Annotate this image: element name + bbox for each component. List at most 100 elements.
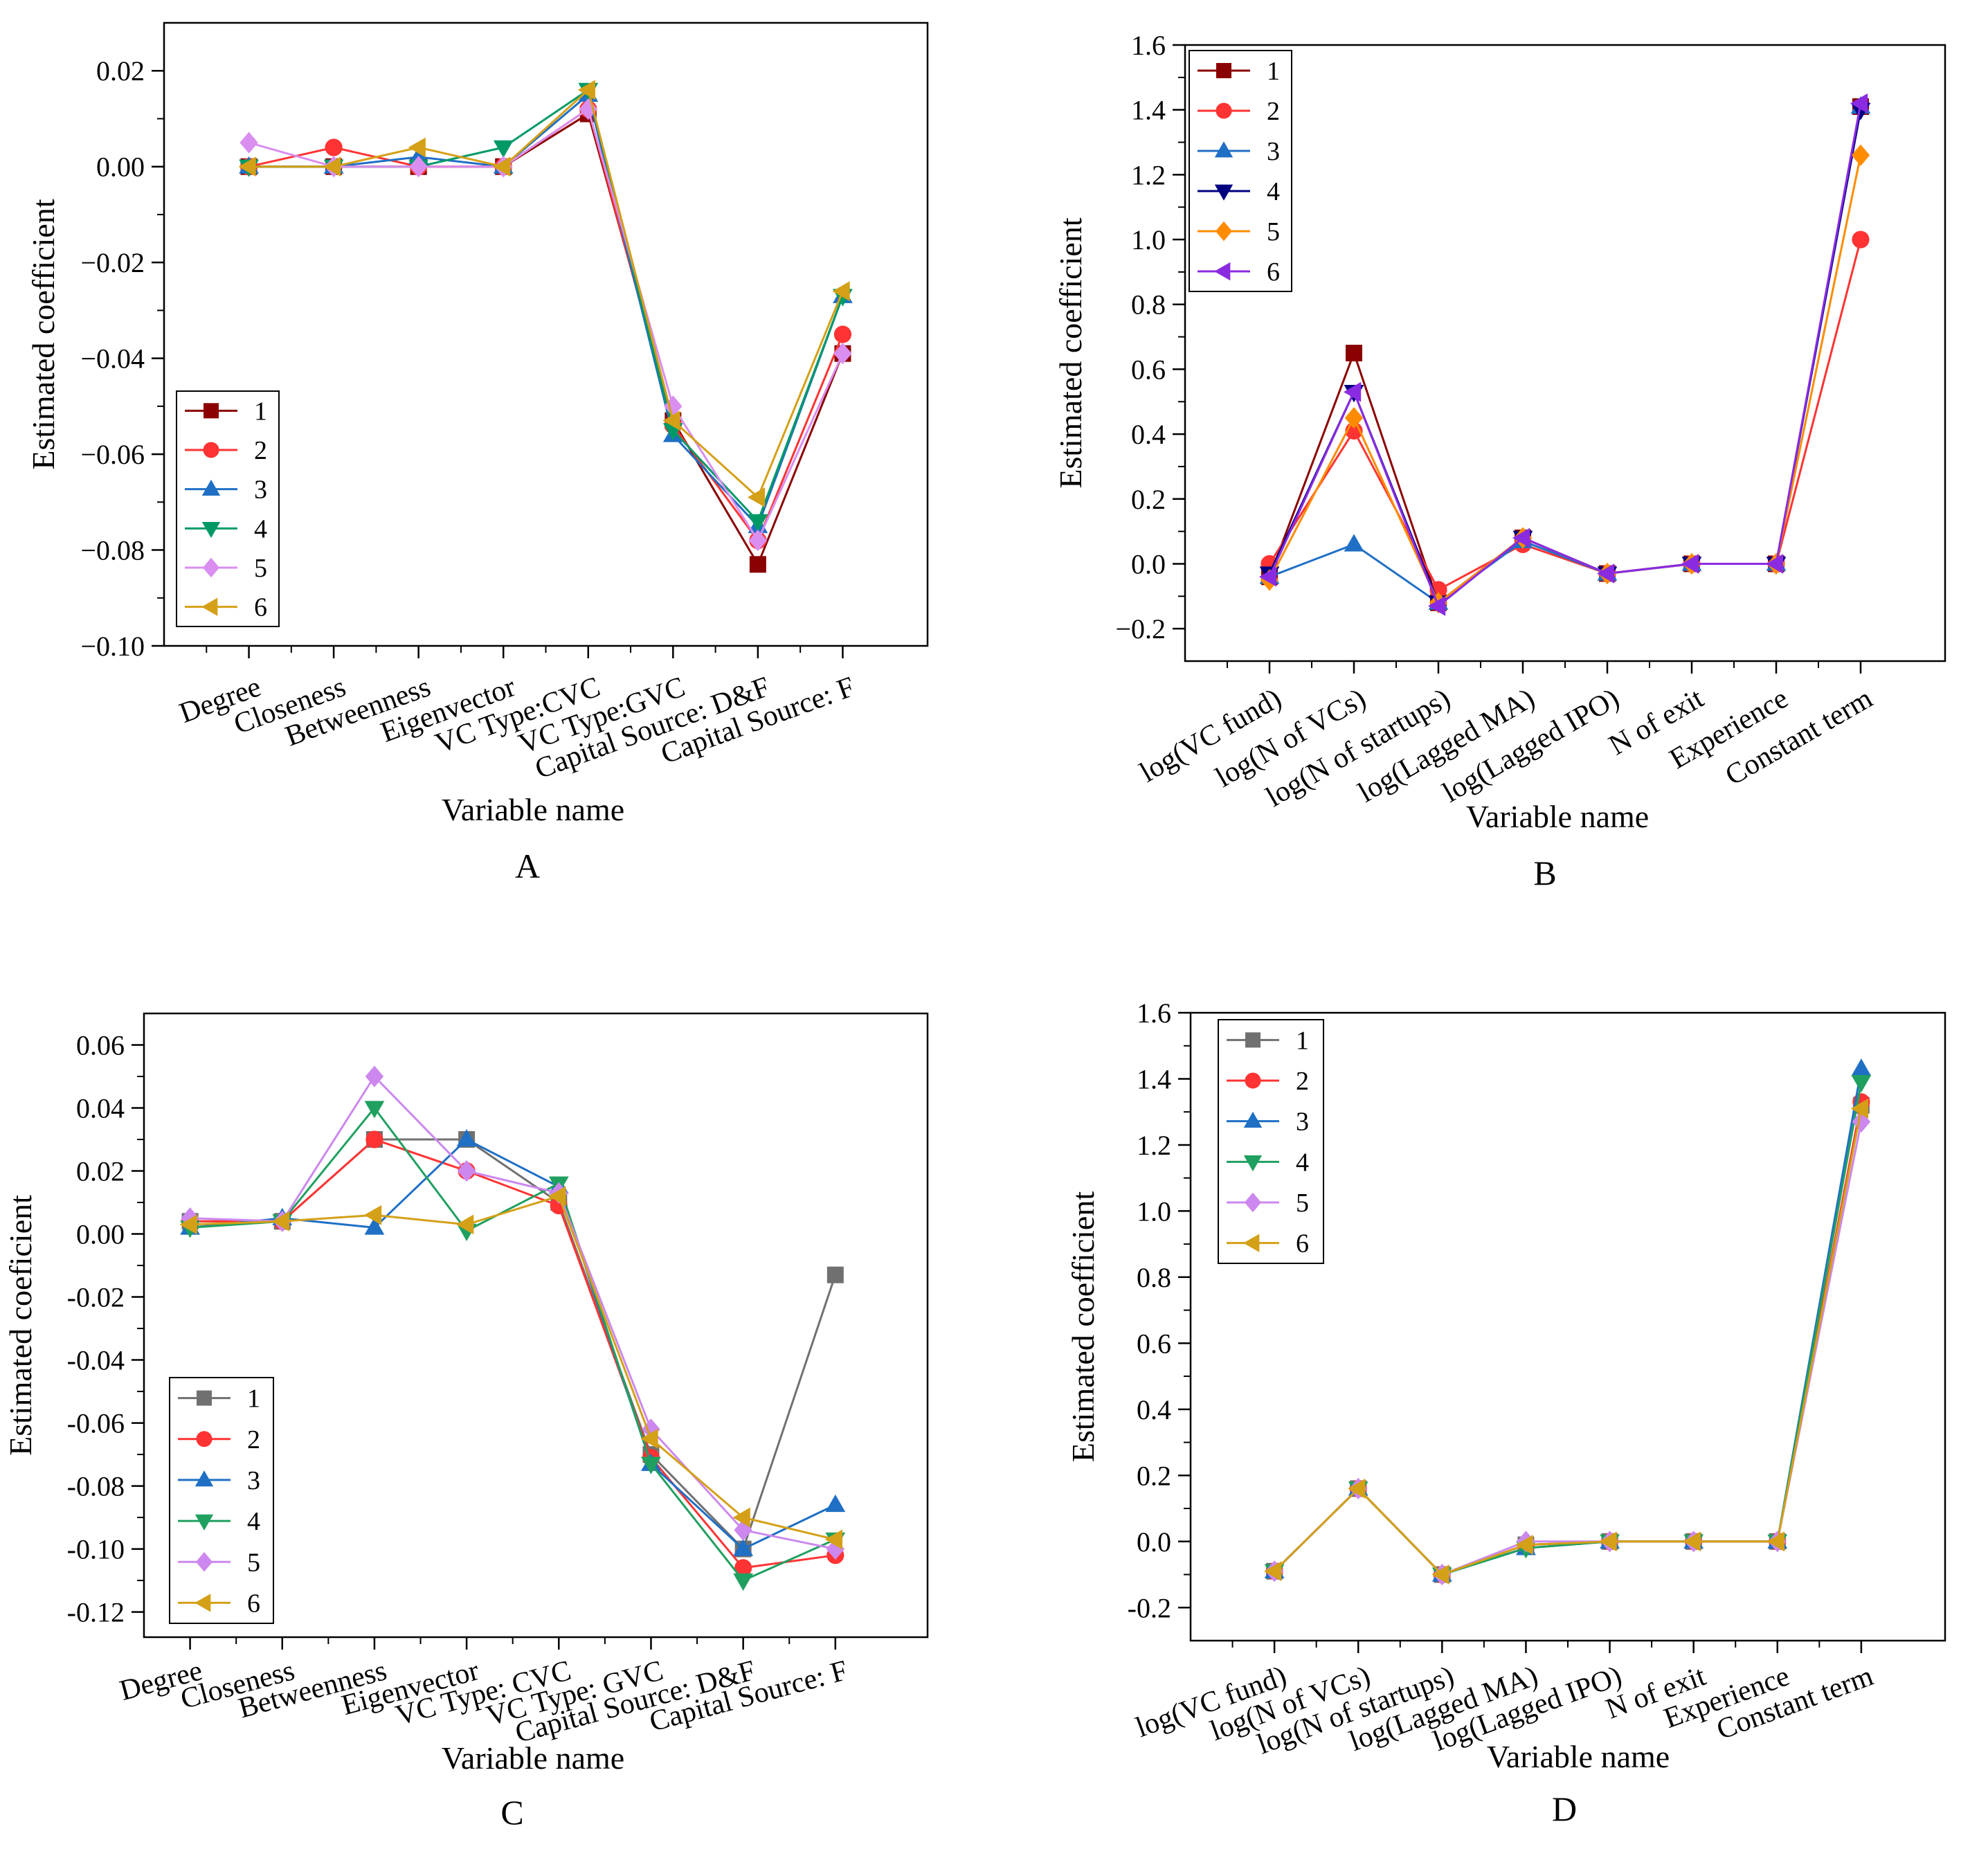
legend-marker <box>1243 1234 1260 1252</box>
y-tick-label: -0.06 <box>67 1408 125 1439</box>
data-point-series-6 <box>1681 554 1699 574</box>
data-point-series-6 <box>577 80 595 100</box>
data-point-series-6 <box>456 1214 474 1235</box>
legend-label: 6 <box>1296 1229 1309 1259</box>
data-point-series-6 <box>832 281 850 302</box>
panel-label: A <box>515 847 540 885</box>
series-line-5 <box>248 107 844 543</box>
y-tick-label: −0.10 <box>80 631 145 662</box>
data-point-series-5 <box>409 156 428 178</box>
legend-label: 5 <box>247 1548 260 1577</box>
y-tick-label: 0.0 <box>1137 1526 1171 1558</box>
x-axis-title: Variable name <box>1466 799 1649 834</box>
data-point-series-6 <box>732 1507 750 1528</box>
legend-label: 6 <box>247 1589 260 1618</box>
series-line-3 <box>248 93 844 528</box>
data-point-series-6 <box>747 487 766 507</box>
legend: 1 2 3 4 5 6 <box>169 1377 274 1624</box>
legend: 1 2 3 4 5 6 <box>1218 1019 1324 1264</box>
series-line-6 <box>1268 103 1862 608</box>
legend-marker <box>204 403 219 419</box>
data-point-series-3 <box>456 1129 477 1147</box>
legend-label: 6 <box>1267 258 1280 287</box>
legend-label: 6 <box>254 593 267 622</box>
legend-label: 5 <box>254 554 267 583</box>
y-axis-title: Estimated coefficient <box>1065 1191 1101 1462</box>
y-tick-label: 0.2 <box>1137 1460 1171 1491</box>
data-point-series-6 <box>408 137 426 158</box>
legend-label: 1 <box>1267 57 1280 86</box>
panel-label: B <box>1533 854 1556 892</box>
legend-marker <box>201 597 218 616</box>
legend-marker <box>201 479 221 496</box>
legend-label: 2 <box>254 436 267 465</box>
legend-marker <box>195 1470 214 1487</box>
legend-box <box>1218 1019 1324 1264</box>
x-axis-title: Variable name <box>442 1740 624 1776</box>
y-tick-label: 0.0 <box>1131 548 1166 579</box>
series-line-6 <box>248 88 844 499</box>
legend-label: 3 <box>247 1466 260 1495</box>
legend-marker <box>195 1514 214 1531</box>
data-point-series-6 <box>1766 554 1784 574</box>
x-axis-title: Variable name <box>1487 1739 1670 1774</box>
data-point-series-6 <box>238 156 256 177</box>
legend-marker <box>1216 63 1231 78</box>
y-tick-label: −0.06 <box>80 439 145 470</box>
series-line-5 <box>190 1074 836 1551</box>
legend-label: 5 <box>1296 1189 1309 1218</box>
legend-label: 2 <box>1296 1067 1309 1096</box>
legend-marker <box>1216 102 1232 119</box>
data-point-series-3 <box>1344 534 1364 552</box>
data-point-series-5 <box>833 343 852 365</box>
data-point-series-1 <box>826 1266 844 1283</box>
data-point-series-2 <box>734 1559 752 1577</box>
data-point-series-5 <box>1851 144 1870 166</box>
data-point-series-6 <box>1766 1531 1784 1552</box>
data-point-series-4 <box>641 1456 661 1474</box>
data-point-series-6 <box>1515 1535 1533 1555</box>
legend-label: 3 <box>1296 1108 1309 1137</box>
y-tick-label: 1.6 <box>1131 30 1166 61</box>
data-point-series-6 <box>548 1186 566 1207</box>
legend-marker <box>1243 1111 1263 1128</box>
legend-label: 2 <box>247 1425 260 1454</box>
legend-marker <box>201 521 221 539</box>
y-tick-label: −0.08 <box>80 535 145 566</box>
data-point-series-6 <box>363 1205 382 1225</box>
series-line-5 <box>1268 154 1862 605</box>
legend-label: 4 <box>1296 1148 1309 1177</box>
data-point-series-6 <box>1850 1099 1869 1119</box>
data-point-series-6 <box>179 1214 197 1235</box>
data-point-series-4 <box>1851 1075 1872 1093</box>
y-axis-title: Estimated coefficient <box>26 199 61 469</box>
y-tick-label: −0.02 <box>80 247 145 278</box>
series-line-2 <box>1274 1101 1863 1576</box>
legend-marker <box>1214 262 1231 281</box>
data-point-series-6 <box>1428 595 1446 616</box>
data-point-series-6 <box>1597 563 1615 584</box>
y-tick-label: 0.4 <box>1137 1394 1171 1425</box>
y-tick-label: 0.8 <box>1131 289 1166 321</box>
y-tick-label: 0.4 <box>1131 419 1166 450</box>
series-line-1 <box>190 1138 837 1551</box>
legend-box <box>169 1377 274 1624</box>
legend-marker <box>1215 221 1233 242</box>
data-point-series-6 <box>1599 1531 1617 1552</box>
legend-label: 4 <box>254 514 267 543</box>
legend-marker <box>1214 184 1234 201</box>
data-point-series-1 <box>1346 345 1362 361</box>
data-point-series-4 <box>748 514 768 532</box>
y-tick-label: 1.0 <box>1137 1196 1171 1227</box>
legend-marker <box>195 1551 213 1572</box>
y-tick-label: -0.2 <box>1128 1592 1171 1623</box>
data-point-series-6 <box>1348 1479 1366 1499</box>
series-line-3 <box>190 1138 836 1551</box>
data-point-series-6 <box>1344 381 1362 402</box>
y-tick-label: 0.00 <box>76 1219 125 1250</box>
data-point-series-3 <box>733 1538 754 1556</box>
data-point-series-5 <box>579 98 597 120</box>
legend-label: 3 <box>1267 137 1280 166</box>
